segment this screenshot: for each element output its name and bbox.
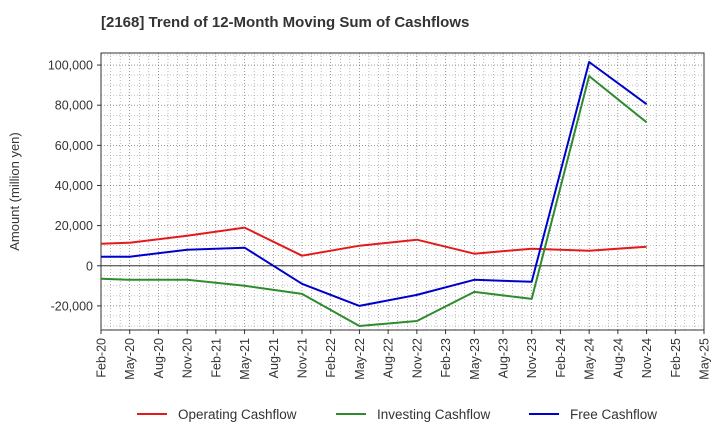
x-tick-label: May-25 — [698, 338, 712, 380]
x-tick-label: Aug-21 — [267, 338, 281, 378]
x-tick-label: Aug-23 — [497, 338, 511, 378]
y-tick-label: -20,000 — [51, 299, 93, 313]
x-tick-label: Nov-22 — [410, 338, 424, 378]
y-tick-label: 100,000 — [48, 59, 93, 73]
legend: Operating Cashflow Investing Cashflow Free… — [137, 407, 657, 422]
y-axis-ticks: -20,000 0 20,000 40,000 60,000 80,000 100,000 — [48, 59, 101, 313]
legend-label-investing-cashflow: Investing Cashflow — [377, 407, 491, 422]
x-tick-label: Feb-24 — [554, 338, 568, 378]
y-axis-title: Amount (million yen) — [7, 132, 22, 251]
x-tick-label: Nov-21 — [296, 338, 310, 378]
y-tick-label: 80,000 — [55, 99, 93, 113]
series-line-operating-cashflow — [100, 226, 647, 257]
series-line-investing-cashflow — [100, 75, 648, 327]
x-tick-label: Feb-22 — [324, 338, 338, 378]
plot-frame — [100, 52, 705, 331]
legend-label-free-cashflow: Free Cashflow — [570, 407, 657, 422]
x-tick-label: May-24 — [583, 338, 597, 380]
x-tick-label: Feb-20 — [95, 338, 109, 378]
x-tick-label: Feb-21 — [209, 338, 223, 378]
x-tick-label: Nov-24 — [640, 338, 654, 378]
y-tick-label: 40,000 — [55, 179, 93, 193]
x-tick-label: Aug-20 — [152, 338, 166, 378]
x-tick-label: May-21 — [238, 338, 252, 380]
chart-title: [2168] Trend of 12-Month Moving Sum of C… — [101, 14, 470, 31]
x-tick-label: Nov-23 — [525, 338, 539, 378]
y-tick-label: 60,000 — [55, 139, 93, 153]
series-line-free-cashflow — [101, 61, 648, 307]
legend-label-operating-cashflow: Operating Cashflow — [178, 407, 297, 422]
series-lines — [100, 61, 648, 327]
x-tick-label: May-20 — [123, 338, 137, 380]
x-tick-label: Feb-23 — [439, 338, 453, 378]
x-tick-label: May-23 — [468, 338, 482, 380]
x-tick-label: Feb-25 — [669, 338, 683, 378]
plot-border — [100, 52, 705, 331]
x-tick-label: Nov-20 — [181, 338, 195, 378]
y-tick-label: 20,000 — [55, 219, 93, 233]
x-axis-ticks: Feb-20 May-20 Aug-20 Nov-20 Feb-21 May-21 Aug-… — [95, 330, 712, 380]
y-tick-label: 0 — [86, 259, 93, 273]
x-tick-label: Aug-24 — [611, 338, 625, 378]
x-tick-label: May-22 — [353, 338, 367, 380]
x-tick-label: Aug-22 — [382, 338, 396, 378]
